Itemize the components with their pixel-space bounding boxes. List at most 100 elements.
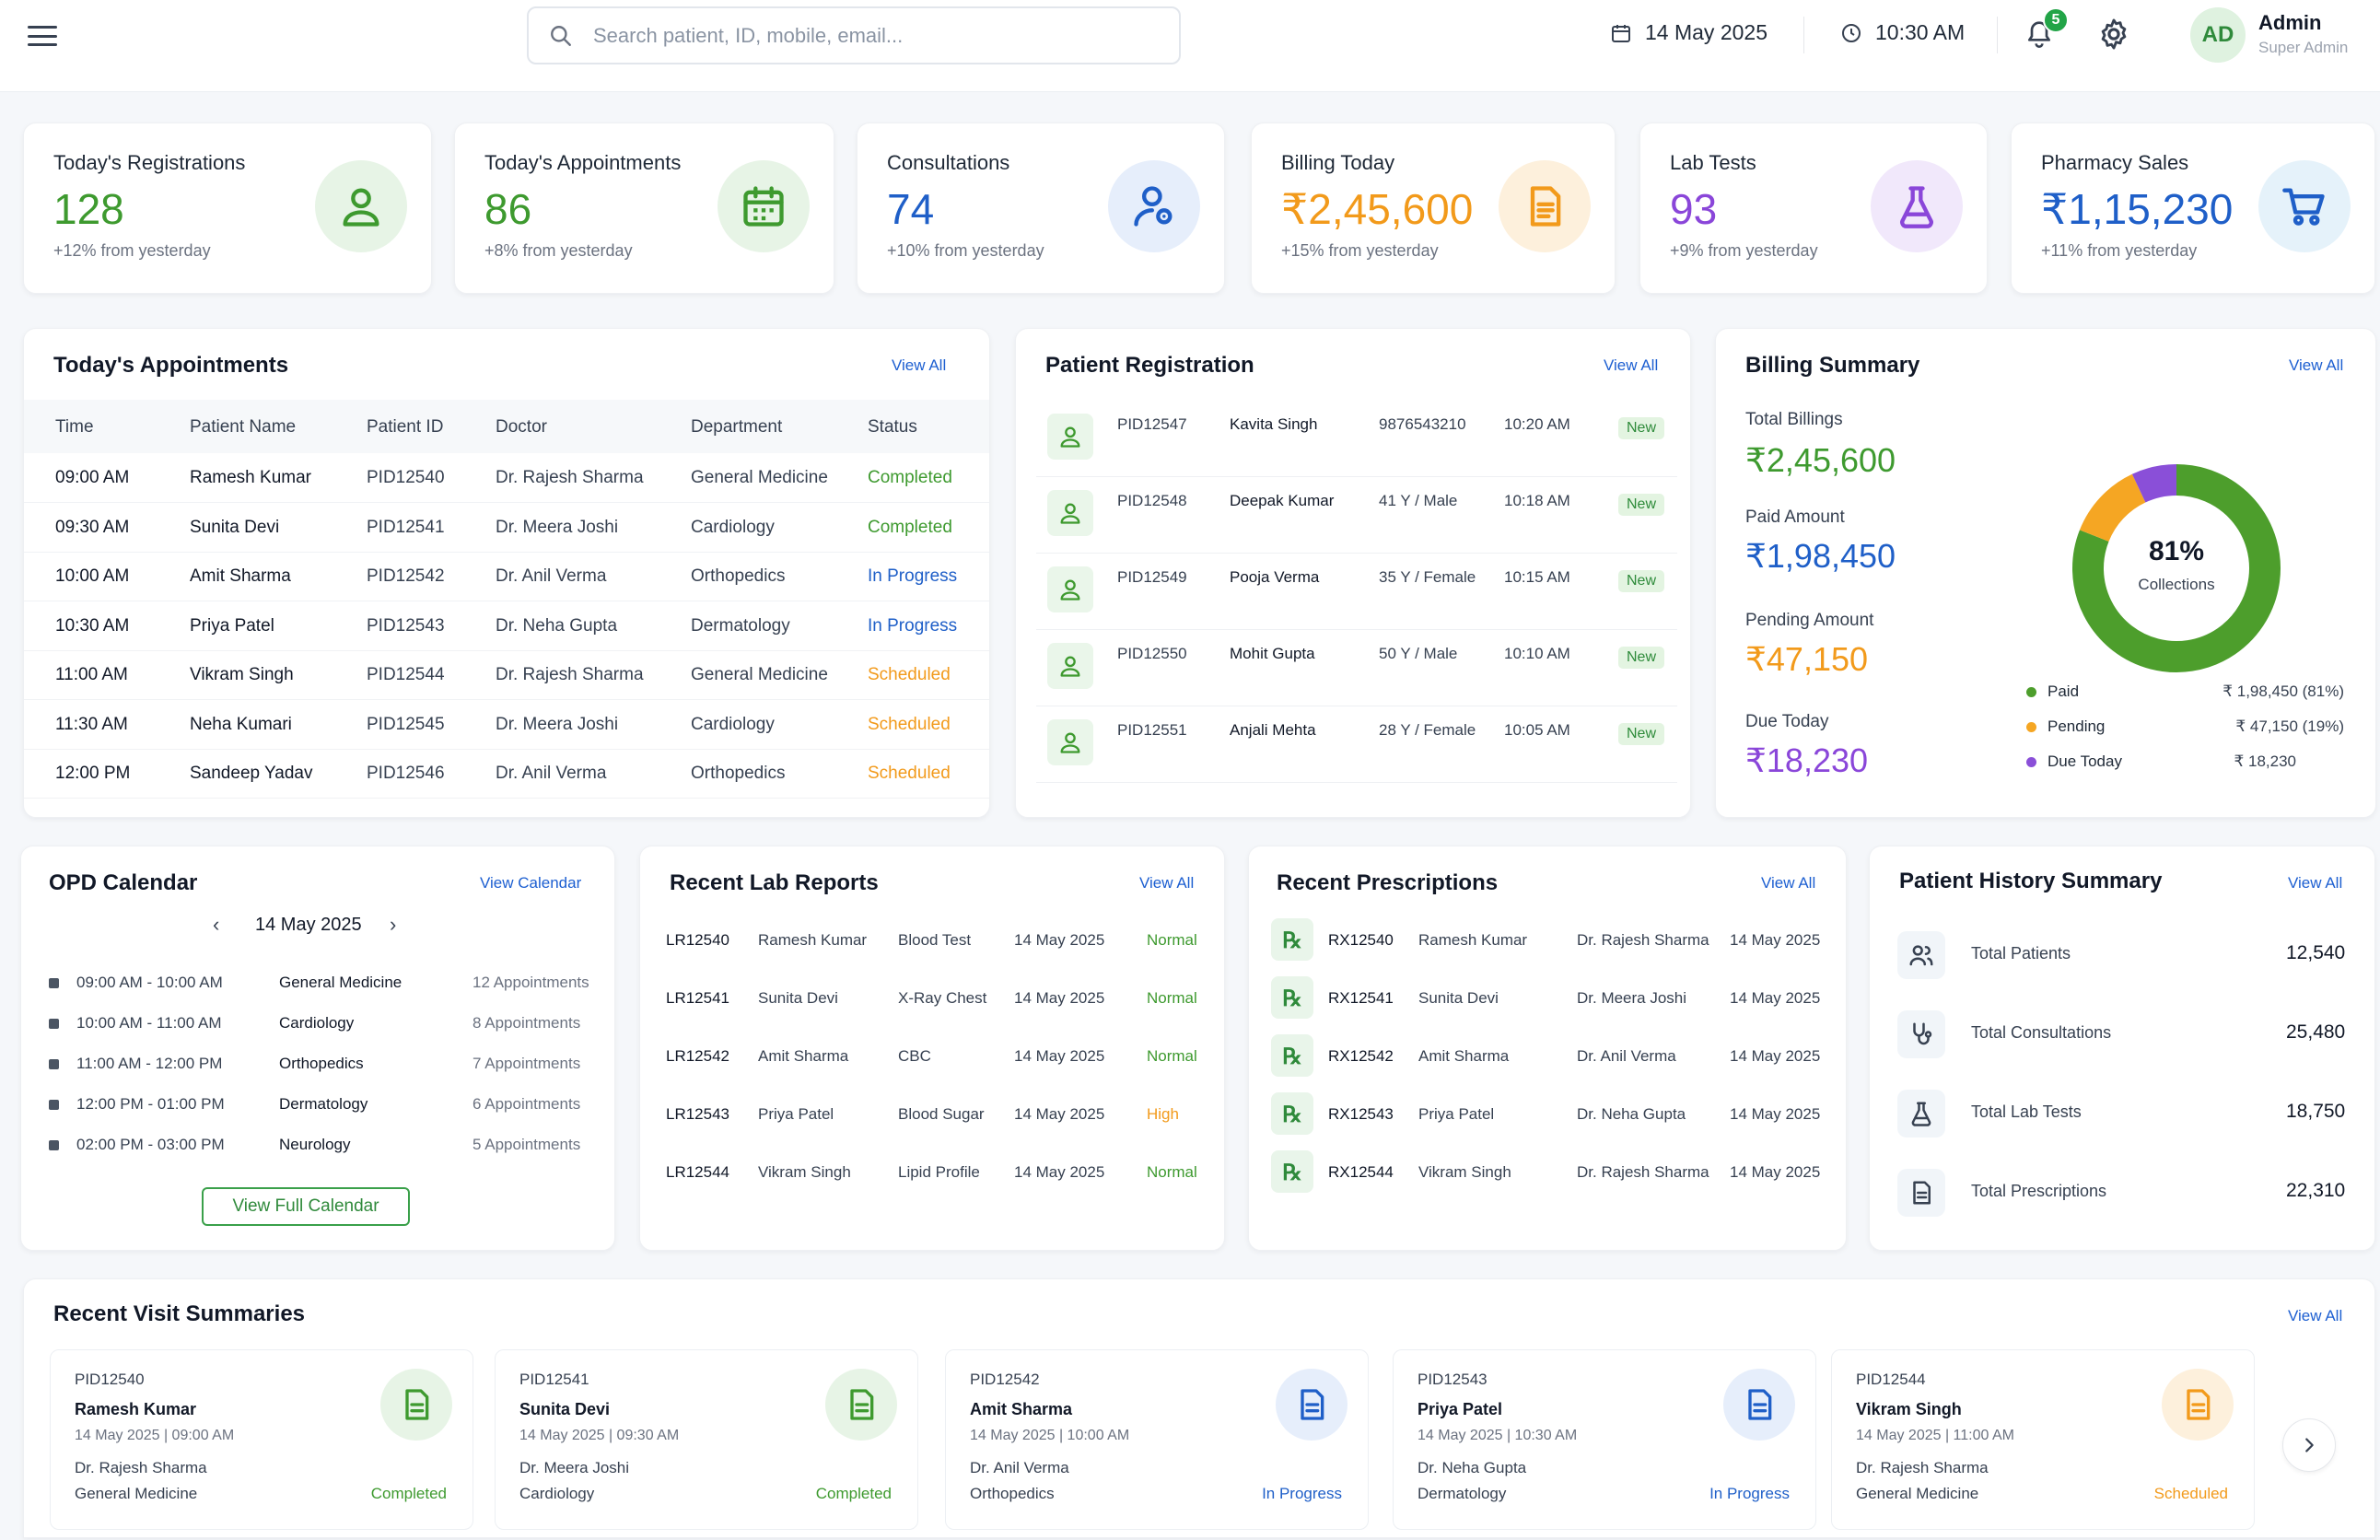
rx-view-all-link[interactable]: View All [1761,874,1816,892]
registration-row[interactable]: PID12547 Kavita Singh 9876543210 10:20 AM Ne… [1036,401,1677,477]
stat-card-5[interactable]: Pharmacy Sales ₹1,15,230 +11% from yesterd… [2011,122,2375,294]
stat-card-1[interactable]: Today's Appointments 86 +8% from yesterday [454,122,834,294]
new-badge: New [1618,570,1665,592]
table-row[interactable]: 11:00 AM Vikram Singh PID12544 Dr. Rajesh S… [24,650,989,700]
lab-report-row[interactable]: LR12543 Priya Patel Blood Sugar 14 May 2025… [666,1105,1209,1162]
stat-card-3[interactable]: Billing Today ₹2,45,600 +15% from yesterda… [1251,122,1616,294]
new-badge: New [1618,647,1665,669]
visit-datetime: 14 May 2025 | 10:00 AM [970,1428,1130,1443]
calendar-icon [743,186,784,227]
view-calendar-link[interactable]: View Calendar [480,874,582,892]
clock-icon [1842,23,1861,42]
lab-report-row[interactable]: LR12542 Amit Sharma CBC 14 May 2025 Normal [666,1047,1209,1104]
lab-result: Normal [1147,1163,1197,1181]
table-row[interactable]: 12:00 PM Sandeep Yadav PID12546 Dr. Anil Ve… [24,749,989,799]
next-arrow-button[interactable] [2282,1418,2336,1472]
lab-report-row[interactable]: LR12544 Vikram Singh Lipid Profile 14 May 2… [666,1163,1209,1220]
stat-card-4[interactable]: Lab Tests 93 +9% from yesterday [1639,122,1988,294]
opd-slot[interactable]: 12:00 PM - 01:00 PM Dermatology 6 Appointm… [49,1093,601,1134]
search-input[interactable] [593,18,1164,54]
table-row[interactable]: 10:30 AM Priya Patel PID12543 Dr. Neha Gupt… [24,601,989,651]
prescription-row[interactable]: ℞ RX12541 Sunita Devi Dr. Meera Joshi 14 May… [1269,976,1840,1035]
lab-result: Normal [1147,989,1197,1007]
opd-slot[interactable]: 02:00 PM - 03:00 PM Neurology 5 Appointmen… [49,1134,601,1174]
registration-row[interactable]: PID12550 Mohit Gupta 50 Y / Male 10:10 AM Ne… [1036,630,1677,706]
visit-card[interactable]: PID12544 Vikram Singh 14 May 2025 | 11:00 … [1831,1349,2255,1530]
visit-datetime: 14 May 2025 | 09:00 AM [75,1428,235,1443]
rx-doctor: Dr. Anil Verma [1577,1047,1676,1065]
stat-card-0[interactable]: Today's Registrations 128 +12% from yester… [23,122,432,294]
opd-slot[interactable]: 11:00 AM - 12:00 PM Orthopedics 7 Appointm… [49,1053,601,1093]
table-row[interactable]: 09:00 AM Ramesh Kumar PID12540 Dr. Rajesh S… [24,453,989,503]
cell-time: 12:00 PM [55,764,131,783]
history-row[interactable]: Total Lab Tests 18,750 [1892,1090,2371,1167]
registration-row[interactable]: PID12549 Pooja Verma 35 Y / Female 10:15 AM… [1036,554,1677,630]
prev-day-chevron-icon[interactable]: ‹ [213,913,220,936]
visit-card[interactable]: PID12541 Sunita Devi 14 May 2025 | 09:30 A… [495,1349,918,1530]
prescription-row[interactable]: ℞ RX12540 Ramesh Kumar Dr. Rajesh Sharma 14 … [1269,918,1840,977]
stat-change: +9% from yesterday [1670,241,1818,260]
appointments-title: Today's Appointments [53,353,289,378]
table-row[interactable]: 11:30 AM Neha Kumari PID12545 Dr. Meera Jos… [24,700,989,750]
visit-card[interactable]: PID12542 Amit Sharma 14 May 2025 | 10:00 A… [945,1349,1369,1530]
visits-title: Recent Visit Summaries [53,1301,306,1326]
history-view-all-link[interactable]: View All [2288,874,2343,892]
registration-view-all-link[interactable]: View All [1604,356,1659,374]
lab-report-row[interactable]: LR12541 Sunita Devi X-Ray Chest 14 May 2025… [666,989,1209,1046]
lab-title: Recent Lab Reports [670,870,879,895]
collections-donut-chart [2072,464,2281,672]
table-row[interactable]: 09:30 AM Sunita Devi PID12541 Dr. Meera Jos… [24,503,989,553]
divider [1803,17,1804,53]
prescription-row[interactable]: ℞ RX12542 Amit Sharma Dr. Anil Verma 14 May … [1269,1034,1840,1093]
visit-department: Orthopedics [970,1485,1055,1502]
history-value: 12,540 [2286,942,2346,963]
cell-pid: PID12546 [367,764,445,783]
rx-patient: Sunita Devi [1418,989,1499,1007]
lab-report-row[interactable]: LR12540 Ramesh Kumar Blood Test 14 May 2025… [666,931,1209,988]
opd-slot[interactable]: 09:00 AM - 10:00 AM General Medicine 12 Ap… [49,972,601,1012]
search-box[interactable] [527,6,1181,64]
visit-status: Completed [815,1485,892,1502]
billing-value: ₹18,230 [1745,741,1869,779]
lab-patient: Priya Patel [758,1105,834,1123]
history-row[interactable]: Total Prescriptions 22,310 [1892,1169,2371,1246]
user-name[interactable]: Admin [2258,11,2322,34]
visit-card[interactable]: PID12540 Ramesh Kumar 14 May 2025 | 09:00 … [50,1349,473,1530]
opd-slot[interactable]: 10:00 AM - 11:00 AM Cardiology 8 Appointme… [49,1012,601,1053]
stat-card-2[interactable]: Consultations 74 +10% from yesterday [857,122,1225,294]
visit-card[interactable]: PID12543 Priya Patel 14 May 2025 | 10:30 A… [1393,1349,1816,1530]
column-header: Doctor [496,417,547,437]
patient-avatar [1047,414,1093,460]
table-row[interactable]: 10:00 AM Amit Sharma PID12542 Dr. Anil Verm… [24,552,989,601]
slot-marker [49,978,59,988]
view-full-calendar-button[interactable]: View Full Calendar [202,1187,410,1226]
legend-label: Pending [2048,718,2106,735]
next-day-chevron-icon[interactable]: › [390,913,397,936]
billing-view-all-link[interactable]: View All [2289,356,2344,374]
document-icon [1748,1389,1772,1420]
history-row[interactable]: Total Consultations 25,480 [1892,1010,2371,1088]
rx-date: 14 May 2025 [1730,931,1821,949]
user-icon [343,188,379,227]
registration-row[interactable]: PID12548 Deepak Kumar 41 Y / Male 10:18 AM N… [1036,477,1677,554]
donut-slice-1 [2079,473,2146,542]
user-role: Super Admin [2258,39,2349,56]
registration-name: Anjali Mehta [1230,721,1316,739]
registration-row[interactable]: PID12551 Anjali Mehta 28 Y / Female 10:05 A… [1036,706,1677,783]
stat-change: +15% from yesterday [1281,241,1439,260]
cell-status: Scheduled [868,764,951,783]
lab-view-all-link[interactable]: View All [1139,874,1195,892]
document-icon [850,1389,874,1420]
history-row[interactable]: Total Patients 12,540 [1892,931,2371,1009]
prescription-row[interactable]: ℞ RX12544 Vikram Singh Dr. Rajesh Sharma 14 … [1269,1150,1840,1209]
visits-view-all-link[interactable]: View All [2288,1307,2343,1324]
appointments-view-all-link[interactable]: View All [892,356,947,374]
flask-icon [1900,186,1933,228]
menu-icon[interactable] [28,23,57,49]
stat-value: 128 [53,185,124,233]
lab-date: 14 May 2025 [1014,931,1105,949]
gear-icon[interactable] [2096,17,2131,52]
prescription-row[interactable]: ℞ RX12543 Priya Patel Dr. Neha Gupta 14 May … [1269,1092,1840,1151]
cell-dept: Orthopedics [691,764,786,783]
avatar[interactable]: AD [2190,7,2246,63]
